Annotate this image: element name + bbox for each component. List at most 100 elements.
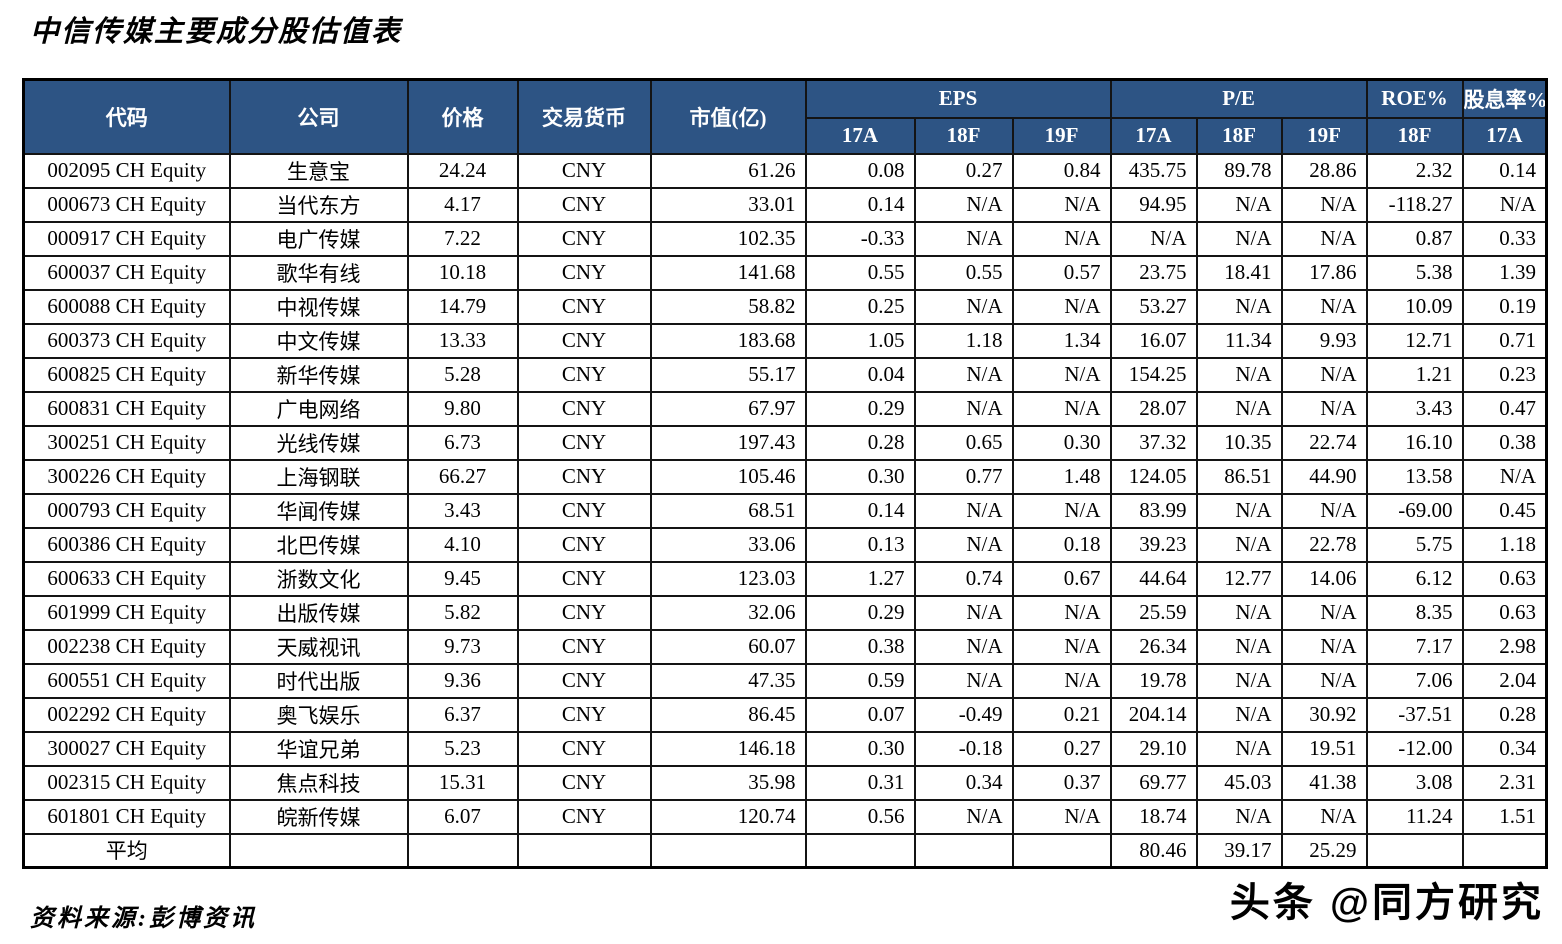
table-row: 002292 CH Equity 奥飞娱乐 6.37 CNY 86.45 0.07 -0.4…: [22, 696, 1548, 733]
cell: 0.34: [1461, 730, 1548, 767]
cell: 105.46: [649, 458, 807, 495]
cell: N/A: [1280, 186, 1368, 223]
cell: CNY: [516, 322, 652, 359]
cell-code: 000673 CH Equity: [22, 186, 231, 223]
cell: N/A: [1195, 288, 1283, 325]
cell: CNY: [516, 458, 652, 495]
cell: 53.27: [1109, 288, 1198, 325]
cell: 0.77: [913, 458, 1014, 495]
cell: 15.31: [406, 764, 519, 801]
cell: 11.34: [1195, 322, 1283, 359]
cell: 1.27: [804, 560, 916, 597]
cell: 86.45: [649, 696, 807, 733]
cell-code: 平均: [22, 832, 231, 869]
header-dividend-group: 股息率%: [1461, 78, 1548, 119]
table-row: 000673 CH Equity 当代东方 4.17 CNY 33.01 0.14 N/A N…: [22, 186, 1548, 223]
cell: 123.03: [649, 560, 807, 597]
cell: 0.55: [804, 254, 916, 291]
cell: 33.01: [649, 186, 807, 223]
cell: [804, 832, 916, 869]
header-eps-18f: 18F: [913, 116, 1014, 155]
cell: 浙数文化: [228, 560, 409, 597]
cell: N/A: [1011, 662, 1112, 699]
cell: CNY: [516, 696, 652, 733]
cell: 0.30: [804, 458, 916, 495]
cell: 0.63: [1461, 560, 1548, 597]
cell: 0.27: [1011, 730, 1112, 767]
cell: 6.07: [406, 798, 519, 835]
cell: 0.29: [804, 594, 916, 631]
cell: 4.10: [406, 526, 519, 563]
cell: N/A: [1011, 390, 1112, 427]
cell: 25.59: [1109, 594, 1198, 631]
cell: N/A: [1280, 628, 1368, 665]
cell: -118.27: [1365, 186, 1464, 223]
cell: N/A: [1280, 492, 1368, 529]
cell: 0.45: [1461, 492, 1548, 529]
table-row: 600825 CH Equity 新华传媒 5.28 CNY 55.17 0.04 N/A N…: [22, 356, 1548, 393]
cell: 39.17: [1195, 832, 1283, 869]
cell: 0.87: [1365, 220, 1464, 257]
cell: 26.34: [1109, 628, 1198, 665]
cell: 0.23: [1461, 356, 1548, 393]
cell: 154.25: [1109, 356, 1198, 393]
cell: 时代出版: [228, 662, 409, 699]
cell: N/A: [1195, 390, 1283, 427]
cell: 0.21: [1011, 696, 1112, 733]
cell: 上海钢联: [228, 458, 409, 495]
cell: N/A: [1280, 390, 1368, 427]
cell: 0.71: [1461, 322, 1548, 359]
cell: 9.73: [406, 628, 519, 665]
cell: [228, 832, 409, 869]
header-eps-19f: 19F: [1011, 116, 1112, 155]
cell: 102.35: [649, 220, 807, 257]
table-row: 601999 CH Equity 出版传媒 5.82 CNY 32.06 0.29 N/A N…: [22, 594, 1548, 631]
cell-code: 002095 CH Equity: [22, 152, 231, 189]
cell: CNY: [516, 424, 652, 461]
cell: 19.51: [1280, 730, 1368, 767]
valuation-table: 代码 公司 价格 交易货币 市值(亿) EPS P/E ROE% 股息率% 17…: [22, 78, 1549, 869]
cell: N/A: [1280, 220, 1368, 257]
cell: 0.29: [804, 390, 916, 427]
cell: 11.24: [1365, 798, 1464, 835]
cell-code: 600551 CH Equity: [22, 662, 231, 699]
cell: 1.51: [1461, 798, 1548, 835]
cell: 19.78: [1109, 662, 1198, 699]
cell: 0.56: [804, 798, 916, 835]
cell: 2.32: [1365, 152, 1464, 189]
cell: N/A: [1280, 662, 1368, 699]
header-price: 价格: [406, 78, 519, 155]
cell: [1461, 832, 1548, 869]
cell: 0.19: [1461, 288, 1548, 325]
cell: CNY: [516, 798, 652, 835]
cell: 66.27: [406, 458, 519, 495]
cell-code: 000793 CH Equity: [22, 492, 231, 529]
table-row: 600831 CH Equity 广电网络 9.80 CNY 67.97 0.29 N/A N…: [22, 390, 1548, 427]
cell: 光线传媒: [228, 424, 409, 461]
table-row: 600037 CH Equity 歌华有线 10.18 CNY 141.68 0.55 0.…: [22, 254, 1548, 291]
table-row: 600088 CH Equity 中视传媒 14.79 CNY 58.82 0.25 N/A…: [22, 288, 1548, 325]
cell: 0.28: [804, 424, 916, 461]
cell: CNY: [516, 492, 652, 529]
cell: 0.37: [1011, 764, 1112, 801]
cell: CNY: [516, 254, 652, 291]
header-market-cap: 市值(亿): [649, 78, 807, 155]
cell: N/A: [1195, 526, 1283, 563]
cell: 华谊兄弟: [228, 730, 409, 767]
cell: -0.18: [913, 730, 1014, 767]
cell: CNY: [516, 220, 652, 257]
cell: 中文传媒: [228, 322, 409, 359]
table-row: 300027 CH Equity 华谊兄弟 5.23 CNY 146.18 0.30 -0.…: [22, 730, 1548, 767]
table-row: 600373 CH Equity 中文传媒 13.33 CNY 183.68 1.05 1.…: [22, 322, 1548, 359]
cell: 7.22: [406, 220, 519, 257]
table-row: 000917 CH Equity 电广传媒 7.22 CNY 102.35 -0.33 N/…: [22, 220, 1548, 257]
cell: CNY: [516, 764, 652, 801]
watermark: 头条 @同方研究: [1229, 881, 1544, 925]
cell: 北巴传媒: [228, 526, 409, 563]
cell: 10.35: [1195, 424, 1283, 461]
cell: 44.64: [1109, 560, 1198, 597]
cell: N/A: [913, 288, 1014, 325]
cell: 33.06: [649, 526, 807, 563]
header-dividend-17a: 17A: [1461, 116, 1548, 155]
cell: N/A: [1195, 628, 1283, 665]
